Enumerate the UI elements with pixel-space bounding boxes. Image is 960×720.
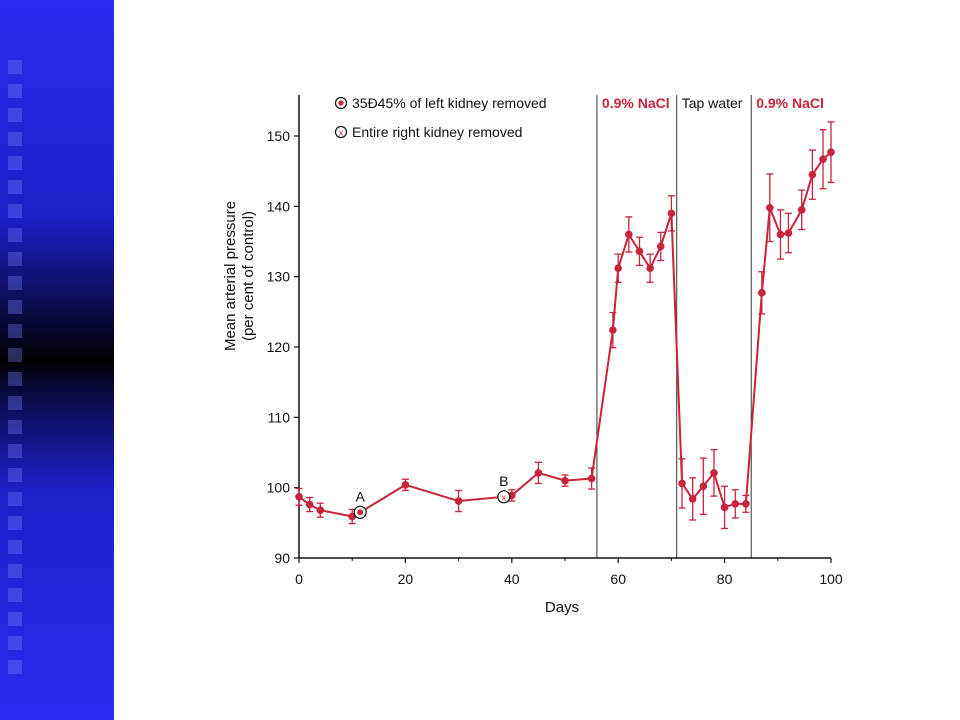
annotation-label: B xyxy=(499,473,508,489)
data-point xyxy=(305,500,314,509)
data-point xyxy=(731,500,740,508)
y-tick-label: 90 xyxy=(274,550,290,566)
y-tick-label: 100 xyxy=(267,480,291,496)
sidebar-decoration xyxy=(0,0,114,720)
sidebar-square xyxy=(8,540,22,554)
sidebar-square xyxy=(8,444,22,458)
x-tick-label: 80 xyxy=(717,571,733,587)
x-tick-label: 20 xyxy=(398,571,414,587)
sidebar-square xyxy=(8,516,22,530)
phase-labels: 0.9% NaCl Tap water 0.9% NaCl xyxy=(602,95,824,111)
data-point xyxy=(667,209,676,218)
phase-divider-lines xyxy=(596,95,752,558)
y-tick-label: 150 xyxy=(267,128,291,144)
data-point xyxy=(295,493,303,501)
data-point xyxy=(758,289,766,297)
sidebar-square xyxy=(8,108,22,122)
data-point xyxy=(635,247,644,256)
sidebar-square xyxy=(8,276,22,290)
y-axis-ticks: 90 100 110 120 130 140 150 xyxy=(267,128,299,566)
sidebar-square xyxy=(8,204,22,218)
data-point xyxy=(534,469,543,477)
sidebar-square xyxy=(8,588,22,602)
sidebar-square xyxy=(8,156,22,170)
legend-dot-marker xyxy=(334,96,348,110)
data-point xyxy=(742,500,750,508)
annotation-dot xyxy=(357,509,364,516)
data-point xyxy=(688,495,697,503)
sidebar-square xyxy=(8,324,22,338)
y-tick-label: 120 xyxy=(267,339,291,355)
sidebar-square xyxy=(8,636,22,650)
legend-dot-marker-fill xyxy=(338,100,344,106)
blood-pressure-chart: 90 100 110 120 130 140 150 0 20 40 60 80 100 Days M… xyxy=(222,95,843,616)
y-axis-title-line2: (per cent of control) xyxy=(240,211,257,341)
sidebar-square-pattern xyxy=(8,60,22,674)
sidebar-square xyxy=(8,660,22,674)
sidebar-square xyxy=(8,252,22,266)
data-point xyxy=(710,469,718,477)
x-tick-label: 60 xyxy=(610,571,626,587)
y-tick-label: 110 xyxy=(268,409,291,425)
x-tick-label: 0 xyxy=(295,571,303,587)
data-point xyxy=(646,264,654,273)
data-point xyxy=(808,170,817,179)
sidebar-square xyxy=(8,180,22,194)
data-point xyxy=(561,476,569,485)
sidebar-square xyxy=(8,132,22,146)
legend: 35Ð45% of left kidney removed x Entire r… xyxy=(334,95,547,140)
sidebar-square xyxy=(8,228,22,242)
phase-label: 0.9% NaCl xyxy=(756,95,824,111)
data-point xyxy=(766,203,774,212)
series-line xyxy=(298,151,832,518)
data-point xyxy=(587,474,596,483)
data-point xyxy=(656,242,665,251)
y-axis-title-line1: Mean arterial pressure xyxy=(222,201,239,351)
sidebar-square xyxy=(8,84,22,98)
sidebar-square xyxy=(8,612,22,626)
legend-label-right-kidney: Entire right kidney removed xyxy=(352,124,522,140)
sidebar-square xyxy=(8,60,22,74)
phase-label: Tap water xyxy=(682,95,743,111)
x-axis-title: Days xyxy=(545,599,579,616)
sidebar-square xyxy=(8,372,22,386)
sidebar-square xyxy=(8,300,22,314)
data-point xyxy=(609,326,617,334)
y-tick-label: 140 xyxy=(267,198,291,214)
legend-x-marker xyxy=(334,125,348,139)
x-axis-ticks: 0 20 40 60 80 100 xyxy=(295,558,843,587)
data-point xyxy=(316,506,325,514)
phase-label: 0.9% NaCl xyxy=(602,95,670,111)
series-pressure xyxy=(295,121,835,530)
data-point xyxy=(720,503,729,512)
data-point xyxy=(454,497,463,505)
annotation-label: A xyxy=(356,488,366,504)
data-point xyxy=(678,479,686,488)
data-point xyxy=(625,230,633,239)
data-point xyxy=(784,229,793,237)
sidebar-square xyxy=(8,468,22,482)
data-point xyxy=(776,230,785,239)
legend-label-left-kidney: 35Ð45% of left kidney removed xyxy=(352,95,547,111)
data-point xyxy=(827,148,835,156)
data-point xyxy=(797,206,806,214)
x-tick-label: 40 xyxy=(504,571,520,587)
legend-x-glyph: x xyxy=(339,128,344,138)
sidebar-square xyxy=(8,564,22,578)
x-tick-label: 100 xyxy=(819,571,843,587)
sidebar-square xyxy=(8,492,22,506)
data-point xyxy=(614,264,622,273)
annotation-marker xyxy=(497,490,511,504)
sidebar-square xyxy=(8,420,22,434)
sidebar-square xyxy=(8,396,22,410)
data-point xyxy=(819,155,827,164)
annotation-x-glyph: x xyxy=(502,492,507,502)
data-point xyxy=(401,481,410,489)
sidebar-square xyxy=(8,348,22,362)
data-point xyxy=(699,482,708,491)
y-tick-label: 130 xyxy=(267,269,291,285)
